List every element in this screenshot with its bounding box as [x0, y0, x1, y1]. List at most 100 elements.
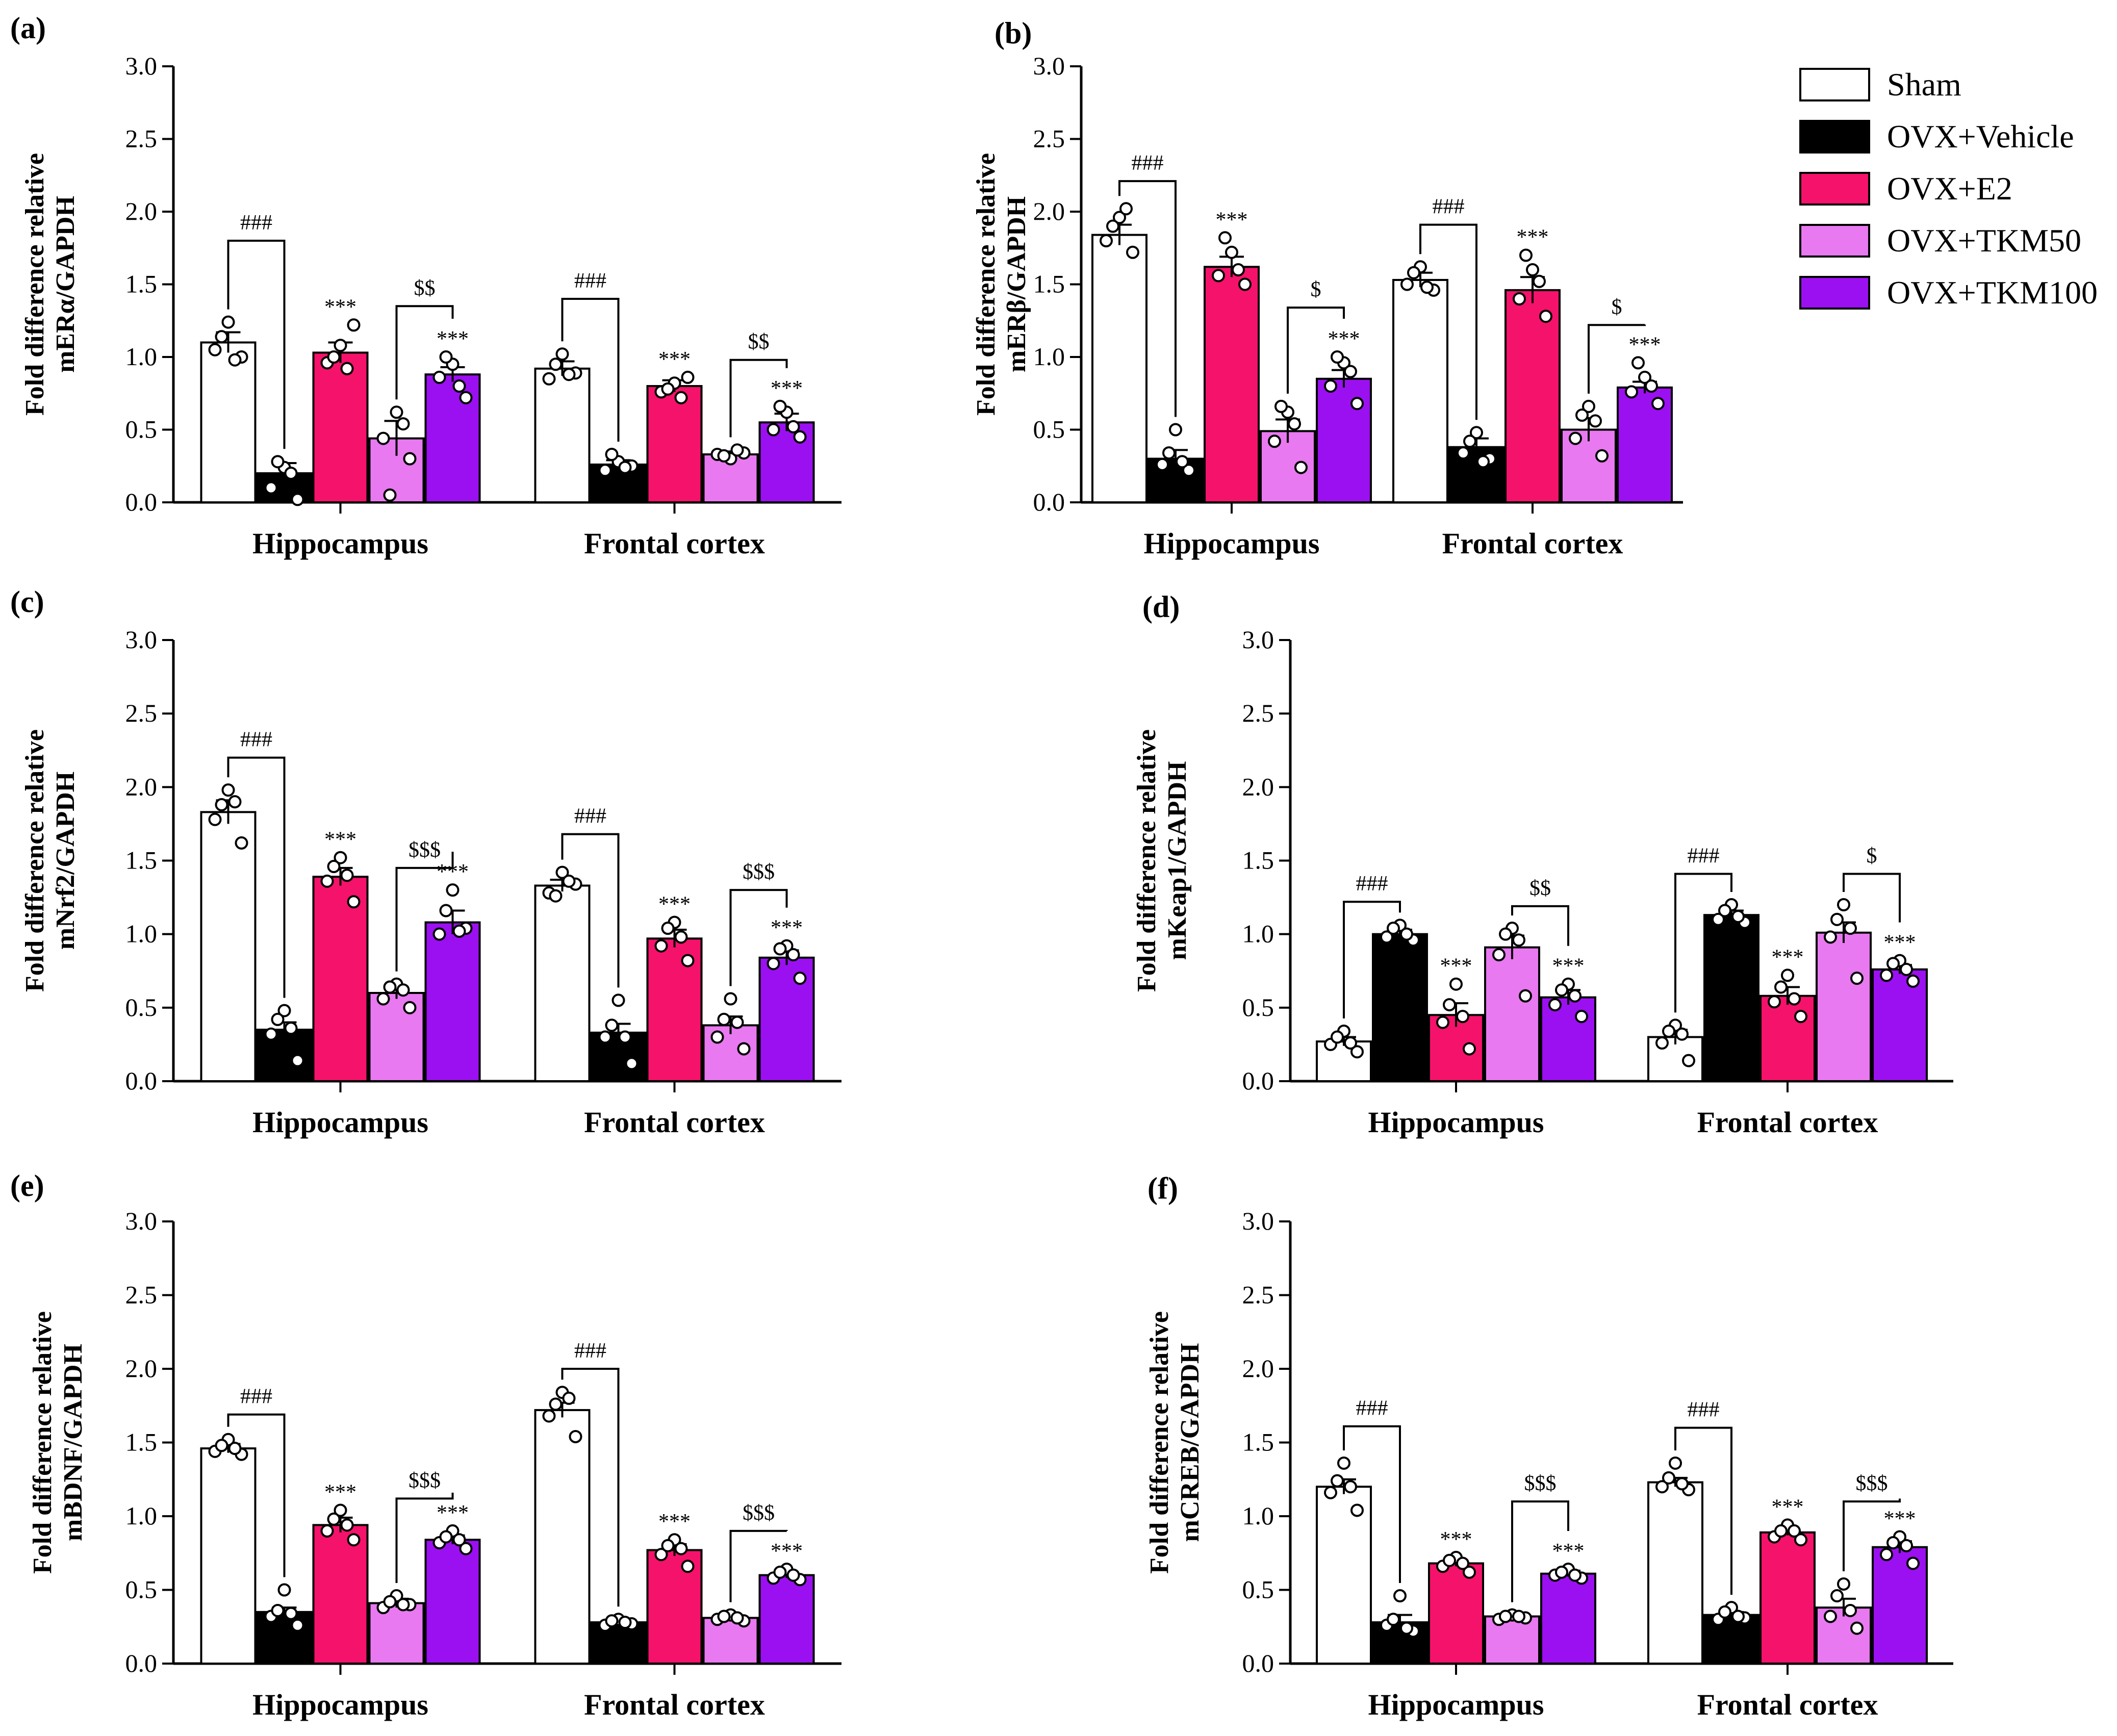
data-point	[717, 1610, 731, 1623]
bracket-label: $$$	[743, 860, 775, 884]
data-point	[320, 1524, 334, 1538]
comparison-bracket	[1511, 905, 1569, 946]
y-tick-label: 0.0	[1242, 1066, 1274, 1095]
data-point	[291, 493, 304, 506]
significance-marker: ***	[658, 348, 691, 371]
chart-panel-a: (a) Fold difference relative mERα/GAPDH 0.0…	[10, 11, 841, 560]
data-point	[1476, 455, 1490, 469]
significance-marker: ***	[437, 327, 469, 351]
bar-ovx-tkm100	[758, 1574, 815, 1665]
chart-panel-f: (f) Fold difference relative mCREB/GAPDH 0.…	[1145, 1171, 1953, 1721]
data-point	[773, 942, 787, 956]
legend-label: OVX+E2	[1887, 170, 2012, 207]
data-point	[1850, 1621, 1864, 1635]
bar-ovx-tkm50	[368, 1602, 425, 1665]
data-point	[1837, 1577, 1850, 1591]
data-point	[264, 1027, 278, 1041]
data-point	[1169, 423, 1182, 437]
data-point	[1350, 1503, 1364, 1517]
data-point	[681, 954, 695, 967]
data-point	[215, 330, 228, 344]
chart-panel-b: (b) Fold difference relative mERβ/GAPDH 0.0…	[972, 16, 1683, 560]
y-axis-label-line1: Fold difference relative	[20, 729, 49, 992]
data-point	[1443, 998, 1456, 1012]
data-point	[793, 430, 807, 444]
data-point	[730, 1015, 744, 1029]
data-point	[264, 481, 278, 495]
data-point	[459, 1542, 473, 1555]
data-point	[717, 1012, 731, 1026]
data-point	[549, 889, 563, 903]
legend-label: OVX+TKM100	[1887, 274, 2098, 311]
data-point	[1499, 927, 1512, 941]
data-point	[1443, 1553, 1456, 1567]
data-point	[383, 980, 397, 994]
data-point	[1225, 245, 1238, 259]
x-category-label: Hippocampus	[252, 1688, 428, 1721]
data-point	[340, 362, 354, 375]
data-point	[334, 1503, 347, 1517]
data-point	[1324, 1486, 1337, 1499]
bracket-label: $	[1311, 278, 1321, 301]
data-point	[562, 874, 576, 888]
data-point	[1526, 263, 1539, 276]
data-point	[439, 904, 453, 917]
bar-ovx-e2	[646, 385, 703, 503]
bracket-label: ###	[1433, 195, 1465, 219]
bracket-label: $$$	[409, 838, 441, 862]
bar-ovx-e2	[1428, 1562, 1484, 1665]
data-point	[773, 1565, 787, 1579]
data-point	[1232, 263, 1245, 276]
bar-ovx-vehicle	[256, 1029, 313, 1083]
data-point	[1519, 248, 1533, 262]
data-point	[674, 391, 688, 404]
comparison-bracket	[395, 305, 454, 400]
bracket-label: $$$	[1524, 1472, 1557, 1495]
comparison-bracket	[1287, 307, 1345, 394]
data-point	[542, 1409, 556, 1423]
x-category-label: Frontal cortex	[584, 1688, 765, 1721]
comparison-bracket	[1588, 324, 1646, 394]
bar-ovx-e2	[1504, 289, 1561, 504]
data-point	[1850, 972, 1864, 985]
bar-ovx-vehicle	[1703, 914, 1759, 1083]
significance-marker: ***	[658, 1510, 691, 1534]
y-tick-label: 2.0	[1242, 1354, 1274, 1383]
data-point	[1100, 234, 1113, 247]
y-tick-label: 1.5	[125, 846, 158, 875]
legend-swatch-ovx-tkm100	[1799, 276, 1870, 310]
y-tick-label: 2.5	[1242, 699, 1274, 727]
bar-ovx-tkm100	[424, 1539, 481, 1665]
data-point	[1569, 431, 1582, 445]
data-point	[452, 379, 466, 393]
y-tick-label: 3.0	[1033, 52, 1065, 80]
data-point	[1595, 449, 1609, 463]
x-category-label: Frontal cortex	[584, 1106, 765, 1139]
panel-label: (c)	[10, 585, 44, 619]
y-axis-label-line1: Fold difference relative	[1145, 1311, 1174, 1574]
comparison-bracket	[1419, 223, 1477, 420]
x-category-label: Hippocampus	[1368, 1688, 1544, 1721]
x-category-label: Frontal cortex	[1697, 1688, 1878, 1721]
data-point	[1457, 446, 1470, 460]
bracket-label: ###	[574, 805, 606, 828]
legend-swatch-sham	[1799, 68, 1870, 101]
data-point	[1886, 1536, 1900, 1550]
bar-ovx-vehicle	[1372, 933, 1428, 1082]
data-point	[793, 972, 807, 985]
data-point	[1582, 399, 1595, 413]
data-point	[1113, 211, 1126, 224]
data-point	[396, 983, 410, 997]
data-point	[605, 1018, 619, 1032]
bar-sham	[200, 811, 257, 1082]
data-point	[215, 1439, 228, 1452]
data-point	[1824, 1610, 1837, 1623]
data-point	[439, 1530, 453, 1544]
y-axis-label-line2: mKeap1/GAPDH	[1163, 761, 1192, 960]
bar-ovx-tkm100	[1316, 377, 1372, 503]
data-point	[1718, 1605, 1731, 1619]
data-point	[1456, 1010, 1469, 1024]
data-point	[1675, 1027, 1689, 1041]
bracket-label: ###	[1688, 844, 1720, 867]
panel-label: (b)	[994, 16, 1032, 50]
